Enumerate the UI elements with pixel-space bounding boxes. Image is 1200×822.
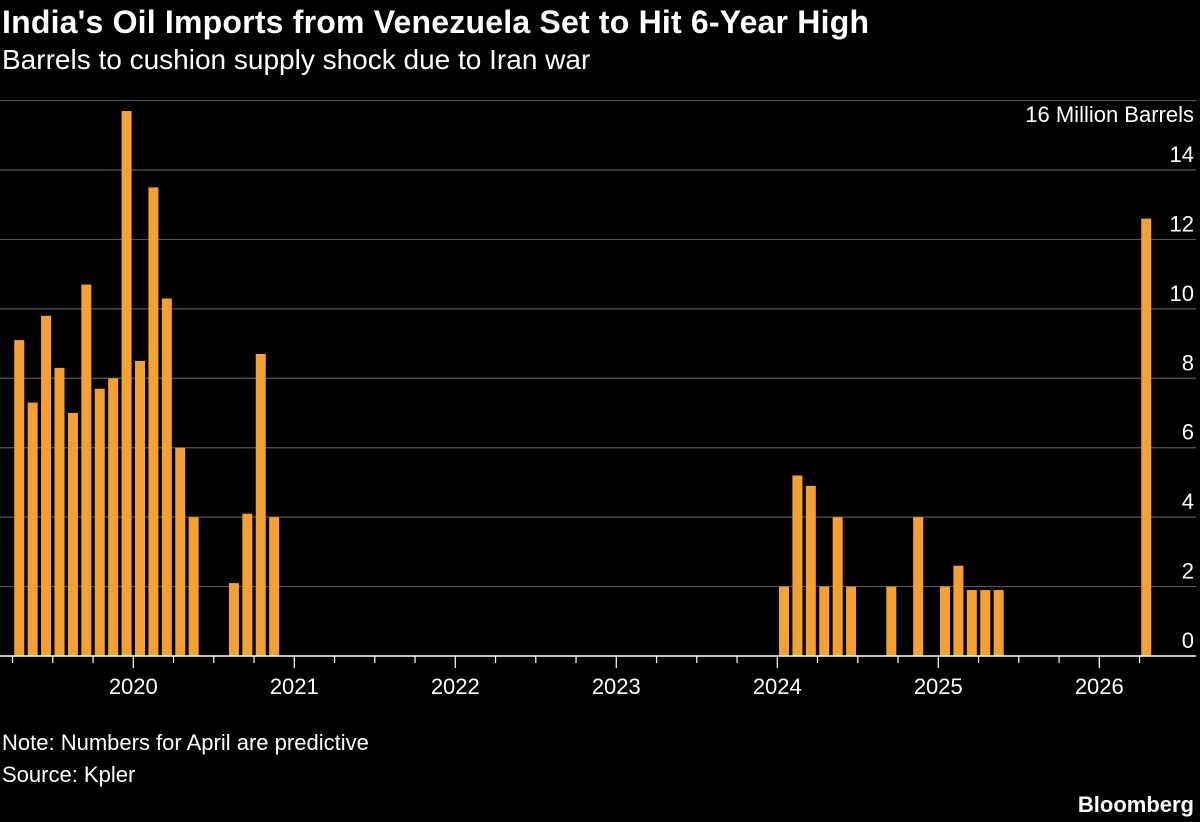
bar [228,583,239,656]
bar [1141,218,1152,656]
bar [792,475,803,656]
y-tick-label: 2 [1182,559,1194,584]
y-tick-label: 14 [1170,142,1194,167]
bar [846,586,857,656]
brand-logo: Bloomberg [1077,792,1194,817]
y-tick-label: 4 [1182,489,1194,514]
bar [148,187,159,656]
bar [980,590,991,656]
bar [14,340,25,656]
bar [81,284,92,656]
bar [242,513,253,656]
bar [175,447,186,656]
bar [832,517,843,656]
chart-subtitle: Barrels to cushion supply shock due to I… [2,44,591,75]
bar [269,517,280,656]
bar [41,315,52,656]
footnote: Note: Numbers for April are predictive [2,730,369,755]
x-tick-label: 2025 [914,674,963,699]
bar [940,586,950,656]
bar [54,367,65,656]
bar [188,517,199,656]
bar [779,586,789,656]
y-axis-unit-label: 16 Million Barrels [1025,102,1194,127]
x-tick-label: 2021 [270,674,319,699]
bar [255,353,266,656]
bar [805,485,816,656]
x-tick-label: 2026 [1075,674,1124,699]
x-tick-label: 2023 [592,674,641,699]
bar [67,413,78,656]
bar [135,360,145,656]
x-tick-label: 2020 [109,674,158,699]
bar [966,590,977,656]
x-tick-label: 2022 [431,674,480,699]
y-tick-label: 0 [1182,628,1194,653]
y-tick-label: 10 [1170,281,1194,306]
bar [886,586,897,656]
y-tick-label: 12 [1170,211,1194,236]
bar [993,590,1004,656]
y-tick-label: 8 [1182,350,1194,375]
bar [953,565,964,656]
x-tick-label: 2024 [753,674,802,699]
chart-title: India's Oil Imports from Venezuela Set t… [2,4,870,40]
bar [819,586,830,656]
bar [161,298,172,656]
source-note: Source: Kpler [2,762,136,787]
bar [121,110,132,656]
bar [27,402,38,656]
bar [94,388,105,656]
y-tick-label: 6 [1182,420,1194,445]
bar [108,378,119,656]
bar [913,517,924,656]
